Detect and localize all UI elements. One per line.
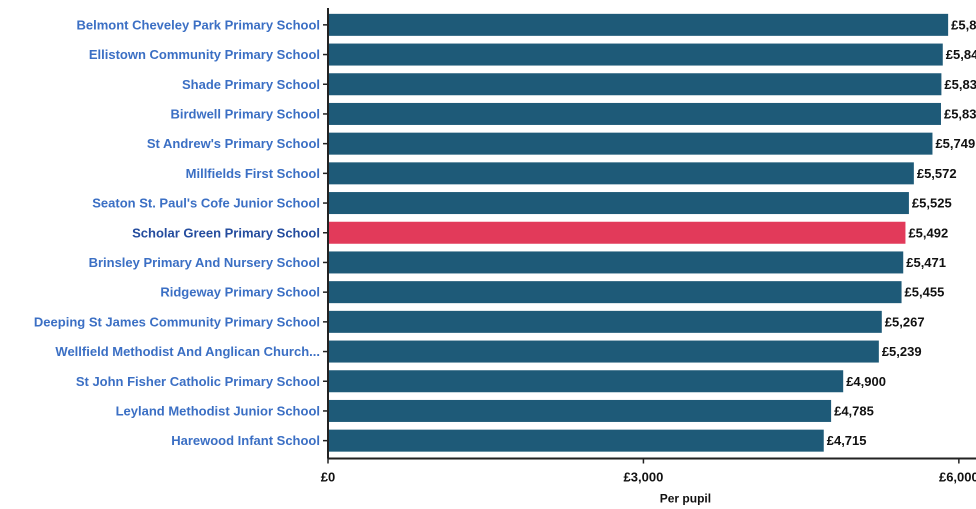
category-label[interactable]: Leyland Methodist Junior School bbox=[116, 403, 320, 418]
bar[interactable] bbox=[328, 399, 832, 422]
value-label: £5,267 bbox=[885, 314, 925, 329]
value-labels: £5,898 £5,847 £5,834 £5,830 £5,749 £5,572 £5,5… bbox=[827, 17, 976, 448]
category-labels: Belmont Cheveley Park Primary School Elli… bbox=[34, 17, 328, 448]
category-label[interactable]: Harewood Infant School bbox=[171, 433, 320, 448]
category-label[interactable]: Wellfield Methodist And Anglican Church.… bbox=[55, 344, 320, 359]
value-label: £4,785 bbox=[834, 403, 874, 418]
value-label: £5,239 bbox=[882, 344, 922, 359]
category-label[interactable]: Birdwell Primary School bbox=[170, 106, 320, 121]
category-label[interactable]: St Andrew's Primary School bbox=[147, 136, 320, 151]
bar[interactable] bbox=[328, 429, 824, 452]
category-label[interactable]: Deeping St James Community Primary Schoo… bbox=[34, 314, 320, 329]
bar[interactable] bbox=[328, 310, 882, 333]
x-tick-label: £0 bbox=[321, 470, 335, 485]
x-tick-label: £6,000 bbox=[939, 470, 976, 485]
bar[interactable] bbox=[328, 340, 879, 363]
category-label[interactable]: Ridgeway Primary School bbox=[160, 285, 320, 300]
bar[interactable] bbox=[328, 73, 942, 96]
bars bbox=[328, 13, 949, 452]
bar[interactable] bbox=[328, 251, 904, 274]
bar[interactable] bbox=[328, 43, 943, 66]
value-label: £5,471 bbox=[906, 255, 946, 270]
bar[interactable] bbox=[328, 370, 844, 393]
value-label: £5,830 bbox=[944, 106, 976, 121]
x-axis-ticks: £0 £3,000 £6,000 bbox=[321, 458, 976, 485]
bar[interactable] bbox=[328, 13, 949, 36]
category-label[interactable]: Belmont Cheveley Park Primary School bbox=[77, 17, 320, 32]
category-label[interactable]: Shade Primary School bbox=[182, 77, 320, 92]
bar[interactable] bbox=[328, 162, 914, 185]
category-label[interactable]: St John Fisher Catholic Primary School bbox=[76, 374, 320, 389]
value-label: £5,572 bbox=[917, 166, 957, 181]
value-label: £5,834 bbox=[944, 77, 976, 92]
value-label: £5,847 bbox=[946, 47, 976, 62]
value-label: £5,492 bbox=[908, 225, 948, 240]
category-label[interactable]: Seaton St. Paul's Cofe Junior School bbox=[92, 196, 320, 211]
category-label[interactable]: Scholar Green Primary School bbox=[132, 225, 320, 240]
value-label: £4,900 bbox=[846, 374, 886, 389]
value-label: £5,898 bbox=[951, 17, 976, 32]
value-label: £4,715 bbox=[827, 433, 867, 448]
category-label[interactable]: Millfields First School bbox=[186, 166, 320, 181]
bar[interactable] bbox=[328, 281, 902, 304]
value-label: £5,525 bbox=[912, 196, 952, 211]
x-tick-label: £3,000 bbox=[624, 470, 664, 485]
value-label: £5,749 bbox=[935, 136, 975, 151]
category-label[interactable]: Ellistown Community Primary School bbox=[89, 47, 320, 62]
bar[interactable] bbox=[328, 102, 941, 125]
bar-highlighted[interactable] bbox=[328, 221, 906, 244]
bar[interactable] bbox=[328, 192, 909, 215]
value-label: £5,455 bbox=[905, 285, 945, 300]
bar[interactable] bbox=[328, 132, 933, 155]
category-label[interactable]: Brinsley Primary And Nursery School bbox=[89, 255, 320, 270]
x-axis-title: Per pupil bbox=[660, 492, 711, 506]
